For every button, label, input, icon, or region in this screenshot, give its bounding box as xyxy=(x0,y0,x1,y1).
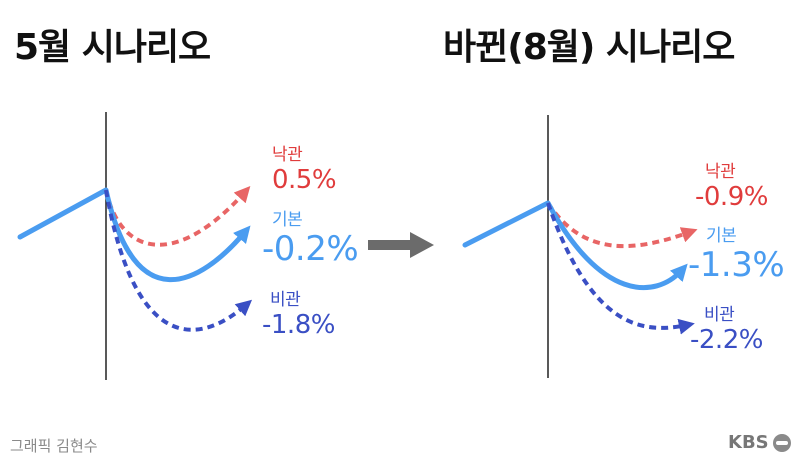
august-scenario-title: 바뀐(8월) 시나리오 xyxy=(443,27,735,68)
may-pessimistic-name: 비관 xyxy=(270,290,301,310)
may-optimistic-name: 낙관 xyxy=(272,145,303,165)
august-pessimistic-path xyxy=(546,202,695,335)
may-pessimistic-value: -1.8% xyxy=(262,310,335,340)
may-pessimistic-label: 비관 -1.8% xyxy=(262,290,335,340)
may-optimistic-label: 낙관 0.5% xyxy=(272,145,337,195)
transition-arrow-icon xyxy=(368,232,434,258)
may-history-line xyxy=(17,187,109,240)
august-optimistic-name: 낙관 xyxy=(705,162,736,182)
august-baseline-label: 기본 -1.3% xyxy=(688,226,785,285)
august-baseline-value: -1.3% xyxy=(688,245,785,285)
august-baseline-path xyxy=(545,201,688,291)
may-scenario-title: 5월 시나리오 xyxy=(14,27,211,68)
graphic-credit: 그래픽 김현수 xyxy=(10,437,98,455)
august-baseline-name: 기본 xyxy=(706,226,737,246)
kbs-logo-text: KBS xyxy=(728,432,769,453)
may-optimistic-path xyxy=(104,186,251,247)
kbs-logo-icon xyxy=(772,433,791,452)
august-optimistic-value: -0.9% xyxy=(695,182,768,212)
may-baseline-name: 기본 xyxy=(272,210,303,230)
kbs-logo: KBS xyxy=(728,432,791,453)
august-history-line xyxy=(462,200,551,248)
august-optimistic-label: 낙관 -0.9% xyxy=(695,162,768,212)
may-baseline-value: -0.2% xyxy=(262,229,359,269)
august-pessimistic-name: 비관 xyxy=(704,305,735,325)
may-optimistic-value: 0.5% xyxy=(272,165,337,195)
may-baseline-path xyxy=(103,189,251,283)
august-pessimistic-label: 비관 -2.2% xyxy=(690,305,763,355)
august-pessimistic-value: -2.2% xyxy=(690,325,763,355)
may-baseline-label: 기본 -0.2% xyxy=(262,210,359,269)
